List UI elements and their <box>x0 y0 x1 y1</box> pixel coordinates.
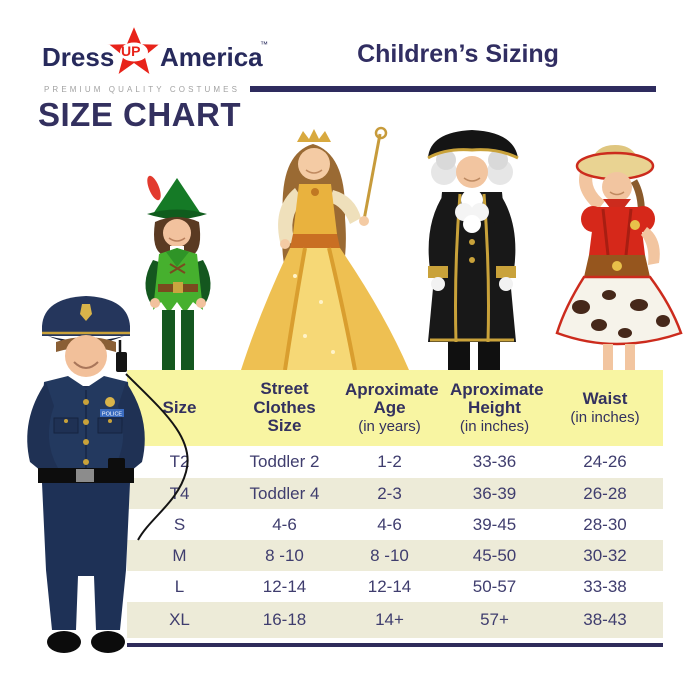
column-header-waist: Waist (in inches) <box>570 389 640 426</box>
column-header-street-clothes-size: Street Clothes Size <box>253 378 316 436</box>
table-row-xl: XL 16-18 14+ 57+ 38-43 <box>127 602 663 638</box>
princess-costume-image <box>233 126 418 372</box>
table-row-l: L 12-14 12-14 50-57 33-38 <box>174 576 627 596</box>
cowgirl-costume-image <box>547 137 695 373</box>
police-officer-costume-image: POLICE <box>2 290 202 670</box>
column-header-size: Size <box>162 397 197 417</box>
size-chart-title: SIZE CHART <box>38 96 241 133</box>
peter-pan-costume-image <box>123 172 233 372</box>
brand-logo: Dress UP America ™ <box>38 20 268 84</box>
size-table-header: Size Street Clothes Size Aproximate Age … <box>127 370 663 446</box>
logo-text-america: America <box>160 42 263 72</box>
star-icon <box>102 20 166 81</box>
brand-tagline: PREMIUM QUALITY COSTUMES <box>44 85 241 94</box>
table-row-s: S 4-6 4-6 39-45 28-30 <box>173 514 627 534</box>
logo-trademark: ™ <box>260 40 268 49</box>
logo-text-dress: Dress <box>42 42 115 72</box>
page-title: Children’s Sizing <box>357 40 559 68</box>
colonial-costume-image <box>402 120 552 372</box>
column-header-approximate-height: Aproximate Height (in inches) <box>450 379 544 436</box>
size-table: Size Street Clothes Size Aproximate Age … <box>127 370 663 647</box>
table-row-t2: T2 Toddler 2 1-2 33-36 24-26 <box>169 452 627 471</box>
brand-block: Dress UP America ™ PREMIUM QUALITY COSTU… <box>38 20 268 133</box>
title-underline <box>250 86 656 92</box>
logo-text-up: UP <box>121 43 141 59</box>
logo-star-icon: UP <box>102 20 166 84</box>
table-row-t4: T4 Toddler 4 2-3 36-39 26-28 <box>127 478 663 509</box>
table-row-m: M 8 -10 8 -10 45-50 30-32 <box>127 540 663 571</box>
table-bottom-rule <box>127 643 663 647</box>
column-header-approximate-age: Aproximate Age (in years) <box>345 379 439 436</box>
police-tag-label: POLICE <box>102 412 123 418</box>
